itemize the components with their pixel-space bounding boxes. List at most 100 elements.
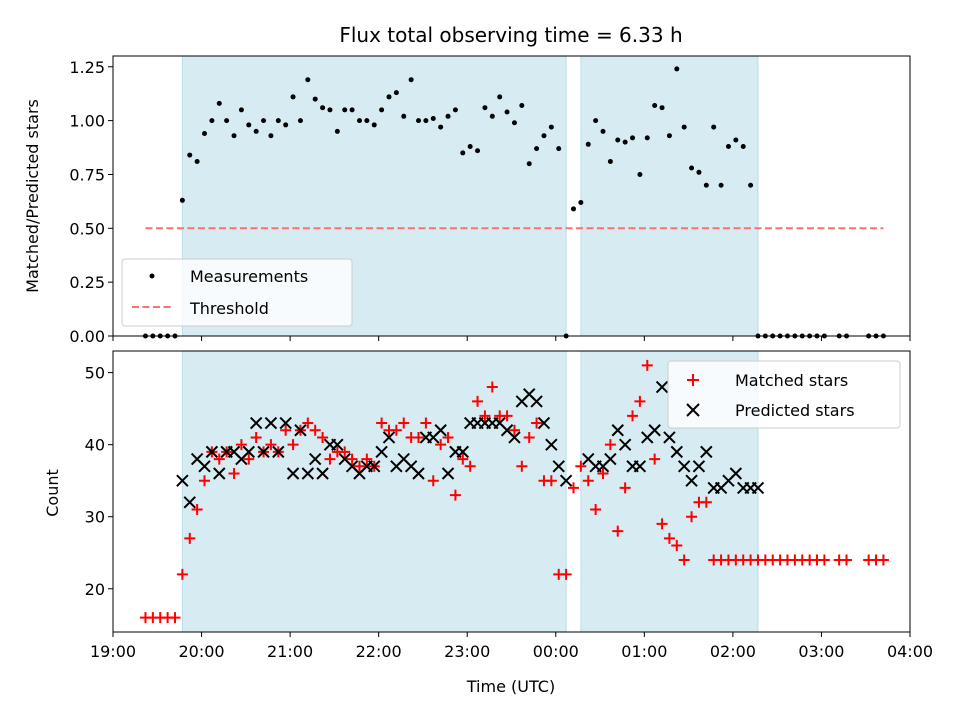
x-tick-label: 00:00 — [533, 642, 579, 661]
matched-star-point — [671, 540, 683, 552]
predicted-star-point — [611, 424, 624, 437]
top-y-axis: 0.00 0.25 0.50 0.75 1.00 1.25 — [69, 58, 113, 346]
measurement-point — [238, 107, 244, 113]
matched-star-point — [420, 417, 432, 429]
x-tick-label: 02:00 — [710, 642, 756, 661]
y-tick-label: 30 — [85, 508, 105, 527]
legend-matched-marker — [687, 374, 699, 386]
matched-star-point — [191, 504, 203, 516]
x-tick-label: 04:00 — [887, 642, 933, 661]
top-y-axis-label: Matched/Predicted stars — [23, 99, 42, 293]
matched-star-point — [649, 453, 661, 465]
measurement-point — [216, 100, 222, 106]
matched-star-point — [508, 424, 520, 436]
measurement-point — [644, 135, 650, 141]
matched-star-point — [560, 568, 572, 580]
measurement-point — [622, 139, 628, 145]
predicted-star-point — [242, 445, 255, 459]
legend-predicted-label: Predicted stars — [735, 401, 855, 420]
x-tick-label: 21:00 — [267, 642, 313, 661]
x-tick-label: 20:00 — [179, 642, 225, 661]
bottom-y-axis-label: Count — [43, 469, 62, 517]
matched-star-point — [457, 453, 469, 465]
measurement-point — [711, 124, 717, 130]
predicted-star-point — [685, 474, 698, 487]
measurement-point — [659, 105, 665, 111]
measurement-point — [725, 143, 731, 149]
matched-star-point — [442, 431, 454, 443]
bottom-y-axis: 20 30 40 50 — [85, 364, 113, 599]
matched-star-point — [324, 453, 336, 465]
predicted-star-point — [677, 460, 691, 473]
matched-star-point — [413, 431, 425, 443]
matched-star-point — [700, 496, 712, 508]
count-panel: 20 30 40 50 19:00 20:00 21:00 22:00 23:00 00:00 0… — [43, 350, 933, 696]
star-count-points — [139, 359, 889, 624]
matched-star-point — [516, 460, 528, 472]
predicted-star-point — [441, 467, 455, 480]
bottom-legend-box — [667, 360, 901, 429]
predicted-star-point — [316, 467, 329, 480]
matched-star-point — [678, 554, 690, 566]
matched-star-point — [612, 525, 624, 537]
measurement-point — [681, 124, 687, 130]
predicted-star-point — [301, 467, 315, 480]
predicted-star-point — [604, 452, 617, 466]
matched-star-point — [486, 381, 498, 393]
measurement-point — [615, 137, 621, 143]
matched-star-point — [582, 475, 594, 487]
predicted-star-point — [279, 416, 292, 430]
matched-star-point — [575, 460, 587, 472]
measurement-point — [393, 90, 399, 96]
predicted-star-point — [618, 438, 632, 451]
shaded-interval-2 — [580, 55, 759, 337]
measurement-point — [430, 115, 436, 121]
matched-star-point — [656, 518, 668, 530]
bottom-x-axis: 19:00 20:00 21:00 22:00 23:00 00:00 01:00 02:00… — [90, 632, 933, 661]
matched-star-point — [597, 467, 609, 479]
measurement-point — [401, 113, 407, 119]
measurement-point — [342, 107, 348, 113]
predicted-star-point — [308, 452, 322, 466]
x-tick-label: 23:00 — [444, 642, 490, 661]
predicted-star-point — [205, 445, 219, 459]
measurement-point — [652, 103, 658, 109]
matched-star-point — [464, 460, 476, 472]
measurement-point — [334, 128, 340, 134]
matched-star-point — [309, 424, 321, 436]
predicted-star-point — [331, 438, 344, 451]
matched-star-point — [686, 511, 698, 523]
measurement-point — [224, 118, 230, 124]
y-tick-label: 50 — [85, 364, 105, 383]
top-x-ticks — [112, 336, 911, 341]
measurement-point — [475, 148, 481, 154]
shaded-interval-1 — [181, 350, 567, 633]
predicted-star-point — [537, 416, 551, 430]
matched-star-point — [302, 417, 314, 429]
measurement-point — [696, 169, 702, 175]
predicted-star-point — [249, 416, 263, 430]
measurement-point — [297, 118, 303, 124]
measurement-point — [445, 113, 451, 119]
matched-star-point — [346, 453, 358, 465]
legend-predicted-marker — [686, 403, 700, 417]
top-legend-box — [121, 258, 353, 327]
predicted-star-point — [456, 445, 470, 459]
matched-star-point — [472, 395, 484, 407]
measurement-point — [748, 182, 754, 188]
predicted-star-point — [272, 445, 285, 459]
measurement-point — [312, 96, 318, 102]
x-tick-label: 01:00 — [621, 642, 667, 661]
matched-star-point — [169, 612, 181, 624]
measurement-point — [194, 159, 200, 165]
measurement-point — [548, 124, 554, 130]
y-tick-label: 0.00 — [69, 327, 105, 346]
predicted-star-point — [729, 467, 743, 480]
measurement-point — [452, 107, 458, 113]
predicted-star-point — [375, 445, 388, 459]
measurement-point — [379, 107, 385, 113]
matched-star-point — [641, 359, 653, 371]
measurement-point — [570, 206, 576, 212]
predicted-star-point — [692, 460, 706, 473]
y-tick-label: 40 — [85, 436, 105, 455]
